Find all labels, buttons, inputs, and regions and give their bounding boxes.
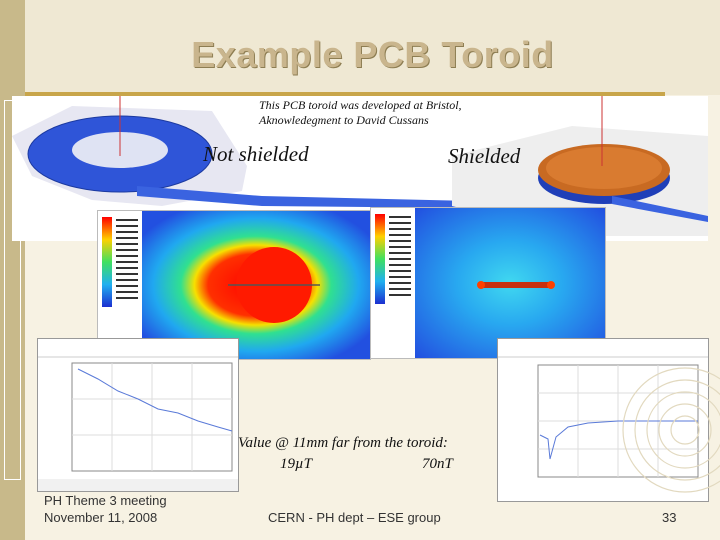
unshielded-toroid-image bbox=[12, 96, 472, 208]
title-band: Example PCB Toroid bbox=[25, 0, 720, 95]
left-decorative-bar bbox=[0, 0, 25, 540]
swirl-decoration-icon bbox=[622, 367, 720, 493]
footer-date: November 11, 2008 bbox=[44, 510, 158, 525]
unshielded-graph-plot bbox=[38, 356, 238, 491]
shielded-label: Shielded bbox=[448, 144, 521, 168]
value-note: Value @ 11mm far from the toroid: bbox=[238, 435, 448, 451]
page-number: 33 bbox=[662, 510, 677, 525]
footer-group: CERN - PH dept – ESE group bbox=[268, 510, 441, 525]
value-unshielded: 19µT bbox=[280, 456, 312, 472]
credit-text: This PCB toroid was developed at Bristol… bbox=[259, 98, 462, 128]
shielded-field-graph bbox=[497, 338, 709, 502]
title-underline bbox=[25, 92, 665, 96]
credit-line-2: Aknowledegment to David Cussans bbox=[259, 113, 429, 127]
not-shielded-label: Not shielded bbox=[203, 142, 309, 166]
value-shielded: 70nT bbox=[422, 456, 453, 472]
unshielded-field-map bbox=[97, 210, 371, 360]
credit-line-1: This PCB toroid was developed at Bristol… bbox=[259, 98, 462, 112]
shielded-field-map bbox=[370, 207, 606, 359]
slide-title: Example PCB Toroid bbox=[191, 34, 554, 75]
shielded-field-render bbox=[371, 208, 605, 358]
shielded-graph-plot bbox=[498, 356, 708, 478]
unshielded-field-graph bbox=[37, 338, 239, 492]
footer-meeting: PH Theme 3 meeting bbox=[44, 493, 167, 508]
unshielded-field-render bbox=[98, 211, 370, 359]
